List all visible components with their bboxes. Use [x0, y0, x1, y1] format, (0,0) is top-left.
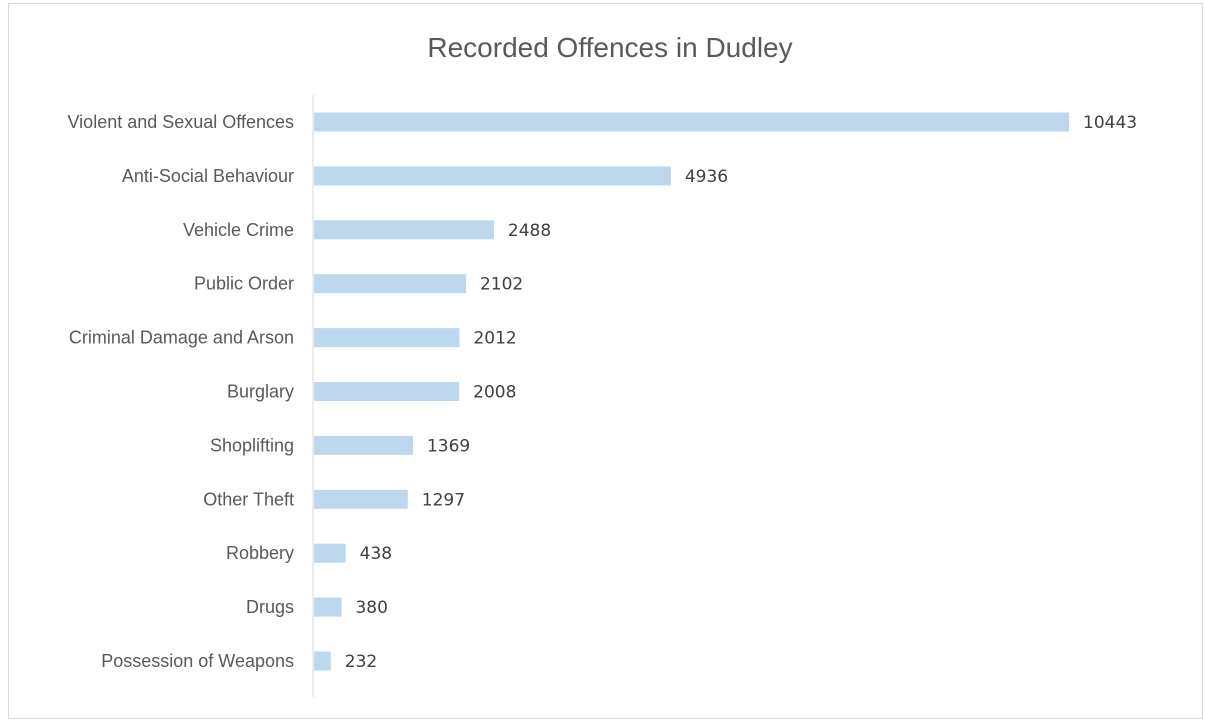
data-label: 1369: [427, 436, 470, 456]
data-label: 380: [355, 598, 387, 618]
data-label: 2012: [473, 329, 516, 349]
category-label: Burglary: [227, 382, 294, 402]
category-label: Other Theft: [203, 489, 294, 509]
bar: [314, 382, 460, 401]
category-label: Drugs: [246, 597, 294, 617]
bar: [314, 112, 1069, 132]
category-label: Anti-Social Behaviour: [122, 166, 294, 186]
bar: [314, 651, 331, 671]
category-label: Public Order: [194, 274, 294, 294]
category-label: Possession of Weapons: [101, 651, 294, 671]
bar: [314, 328, 460, 348]
bar: [314, 543, 346, 563]
category-label: Violent and Sexual Offences: [68, 112, 295, 132]
data-label: 232: [345, 652, 377, 672]
bar: [314, 220, 494, 240]
data-label: 10443: [1083, 113, 1137, 133]
data-label: 438: [360, 544, 392, 564]
data-label: 2102: [480, 275, 523, 295]
data-label: 2008: [473, 383, 516, 403]
bar: [314, 597, 342, 617]
bar: [314, 166, 671, 186]
bar: [314, 489, 408, 509]
category-label: Criminal Damage and Arson: [69, 328, 294, 348]
category-label: Vehicle Crime: [183, 220, 294, 240]
chart-title: Recorded Offences in Dudley: [427, 32, 792, 63]
category-label: Shoplifting: [210, 435, 294, 455]
bar: [314, 274, 466, 294]
category-label: Robbery: [226, 543, 294, 563]
data-label: 1297: [422, 490, 465, 510]
data-label: 2488: [508, 221, 551, 241]
bars-group: Violent and Sexual Offences 10443 Anti-Soc…: [68, 112, 1138, 672]
data-label: 4936: [685, 167, 728, 187]
bar: [314, 435, 413, 455]
